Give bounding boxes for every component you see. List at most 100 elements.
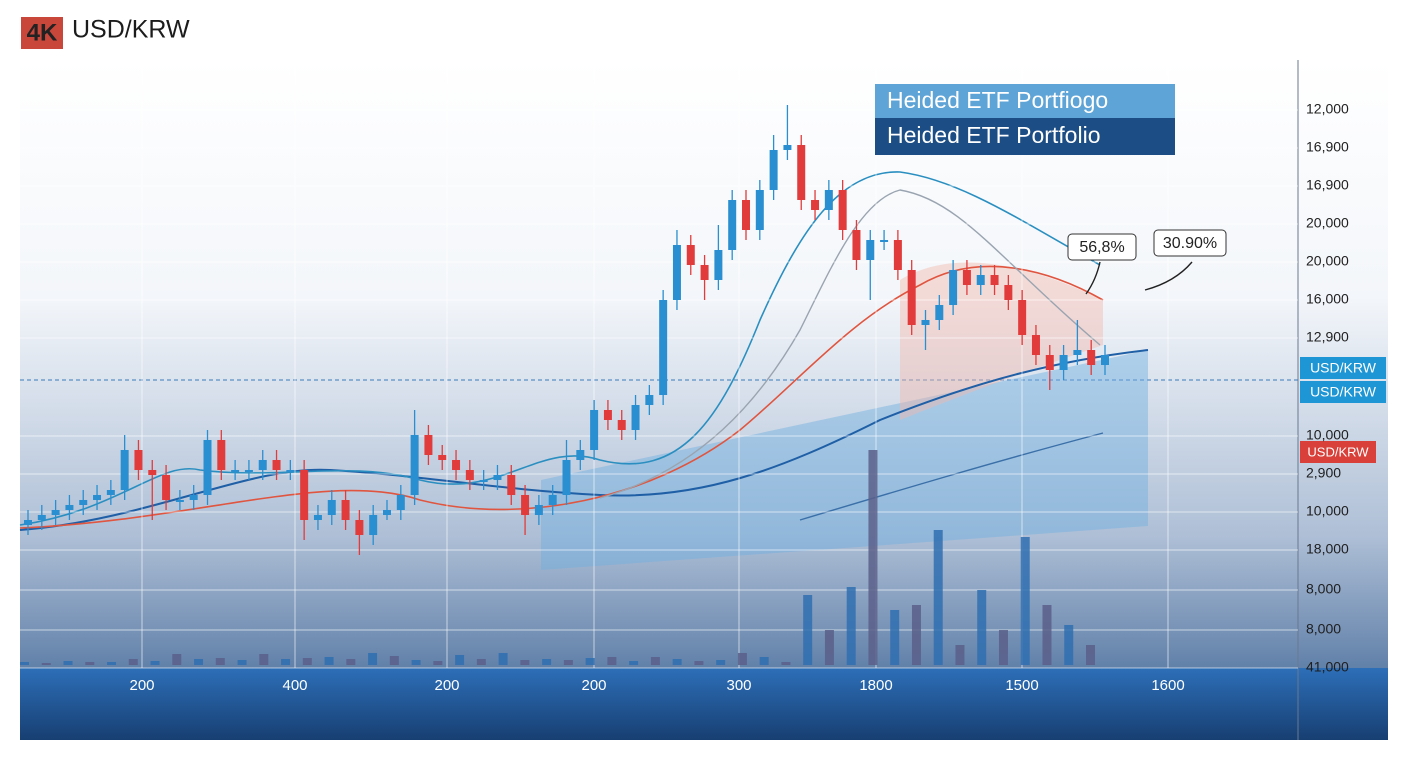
price-tag: [1300, 441, 1376, 463]
candle-body: [51, 510, 60, 515]
volume-bar: [933, 530, 943, 665]
volume: [20, 450, 1095, 665]
volume-bar: [998, 630, 1008, 665]
candle-body: [590, 410, 599, 450]
candle-body: [755, 190, 764, 230]
volume-bar: [346, 659, 356, 665]
candle-body: [659, 300, 668, 395]
candle-body: [438, 455, 447, 460]
volume-bar: [911, 605, 921, 665]
title: USD/KRW: [72, 16, 190, 44]
volume-bar: [411, 660, 421, 665]
candle-body: [396, 495, 405, 510]
volume-bar: [259, 654, 269, 665]
candle-body: [355, 520, 364, 535]
volume-bar: [542, 659, 552, 665]
volume-bar: [302, 658, 312, 665]
volume-bar: [781, 662, 791, 665]
candle-body: [1059, 355, 1068, 370]
candle-body: [949, 270, 958, 305]
x-tick-label: 200: [129, 677, 154, 694]
annotation: 30.90%: [1163, 235, 1217, 252]
volume-bar: [672, 659, 682, 665]
volume-bar: [563, 660, 573, 665]
volume-bar: [20, 662, 29, 665]
candle-body: [203, 440, 212, 495]
candle-body: [217, 440, 226, 470]
volume-bar: [85, 662, 95, 665]
y-tick-label: 2,900: [1306, 465, 1341, 481]
price-tag: [1300, 381, 1386, 403]
candle-body: [962, 270, 971, 285]
volume-bar: [498, 653, 508, 665]
volume-bar: [1064, 625, 1074, 665]
volume-bar: [368, 653, 378, 665]
average-line: [19, 349, 1149, 531]
candle-body: [921, 320, 930, 325]
candle-body: [134, 450, 143, 470]
x-tick-label: 1800: [859, 677, 892, 694]
y-tick-label: 10,000: [1306, 503, 1349, 519]
y-tick-label: 16,000: [1306, 291, 1349, 307]
candle-body: [465, 470, 474, 480]
volume-bar: [868, 450, 878, 665]
average-line: [799, 432, 1104, 521]
annotation-arrow: [1085, 261, 1101, 295]
x-axis-band: [20, 668, 1388, 740]
volume-bar: [281, 659, 291, 665]
badge: 4K: [27, 19, 58, 46]
annotation: 56,8%: [1079, 239, 1124, 256]
candle-body: [672, 245, 681, 300]
candle-body: [700, 265, 709, 280]
candle-body: [838, 190, 847, 230]
candle-body: [175, 500, 184, 502]
y-tick-label: 12,900: [1306, 329, 1349, 345]
candle-body: [769, 150, 778, 190]
y-tick-label: 16,900: [1306, 177, 1349, 193]
candle-body: [534, 505, 543, 515]
candle-body: [935, 305, 944, 320]
candle-body: [811, 200, 820, 210]
candle-body: [79, 500, 88, 505]
annotation-box: [1153, 229, 1227, 257]
candle-body: [1087, 350, 1096, 365]
candle-body: [106, 490, 115, 495]
y-tick-label: 8,000: [1306, 621, 1341, 637]
candle-body: [617, 420, 626, 430]
candle-body: [728, 200, 737, 250]
candle-body: [797, 145, 806, 200]
badge-box: [21, 17, 63, 49]
volume-bar: [629, 661, 639, 665]
candle-body: [645, 395, 654, 405]
volume-bar: [607, 657, 617, 665]
volume-bar: [955, 645, 965, 665]
volume-bar: [737, 653, 747, 665]
candle-body: [852, 230, 861, 260]
annotation-box: [1067, 233, 1137, 261]
candle-body: [479, 480, 488, 482]
legend-box: [875, 84, 1175, 118]
volume-bar: [650, 657, 660, 665]
volume-bar: [1042, 605, 1052, 665]
candle-body: [976, 275, 985, 285]
candle-body: [341, 500, 350, 520]
projection-band: [541, 350, 1148, 570]
candle-body: [507, 475, 516, 495]
candle-body: [231, 470, 240, 472]
candle-body: [990, 275, 999, 285]
candle-body: [65, 505, 74, 510]
candle-body: [162, 475, 171, 500]
legend-entry: Heided ETF Portfolio: [887, 122, 1100, 148]
y-tick-label: 20,000: [1306, 253, 1349, 269]
volume-bar: [150, 661, 160, 665]
volume-bar: [107, 662, 117, 665]
volume-bar: [824, 630, 834, 665]
price-tag-label: USD/KRW: [1307, 444, 1369, 459]
volume-bar: [389, 656, 399, 665]
volume-bar: [324, 657, 334, 665]
volume-bar: [759, 657, 769, 665]
y-tick-label: 41,000: [1306, 659, 1349, 675]
y-tick-label: 8,000: [1306, 581, 1341, 597]
